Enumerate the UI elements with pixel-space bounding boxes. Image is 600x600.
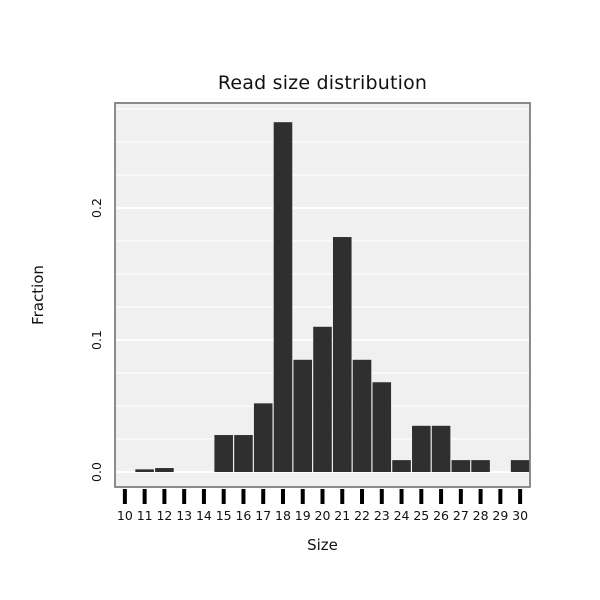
x-tick-label: 28: [473, 508, 489, 523]
bar-size-27: [451, 460, 471, 472]
panel-border: [114, 102, 531, 488]
x-tick-label: 17: [255, 508, 271, 523]
x-tick-label: 13: [176, 508, 192, 523]
x-tick-label: 21: [334, 508, 350, 523]
x-tick-label: 30: [512, 508, 528, 523]
bar-size-18: [273, 122, 293, 472]
bar-size-25: [412, 425, 431, 472]
bar-size-21: [332, 237, 352, 472]
bar-size-23: [372, 382, 392, 472]
x-tick-label: 26: [433, 508, 449, 523]
bar-size-26: [431, 425, 451, 472]
chart-title: Read size distribution: [217, 72, 428, 94]
bar-size-17: [253, 403, 273, 472]
y-tick-label: 0.2: [89, 198, 104, 218]
bar-size-30: [510, 460, 530, 472]
x-tick-label: 16: [235, 508, 251, 523]
x-tick-label: 22: [354, 508, 370, 523]
x-tick-label: 25: [413, 508, 429, 523]
y-tick-label: 0.1: [89, 330, 104, 350]
bar-size-16: [234, 435, 253, 472]
bar-size-28: [471, 460, 490, 472]
y-tick-label: 0.0: [89, 462, 104, 482]
x-tick-label: 19: [295, 508, 311, 523]
x-tick-label: 10: [117, 508, 133, 523]
x-tick-label: 15: [216, 508, 232, 523]
x-tick-label: 29: [492, 508, 508, 523]
x-tick-label: 23: [374, 508, 390, 523]
x-tick-label: 20: [315, 508, 331, 523]
x-tick-label: 11: [137, 508, 153, 523]
x-tick-label: 24: [394, 508, 410, 523]
x-axis-title: Size: [307, 536, 338, 554]
x-tick-label: 18: [275, 508, 291, 523]
bar-size-15: [214, 435, 233, 472]
x-tick-label: 14: [196, 508, 212, 523]
x-tick-label: 12: [156, 508, 172, 523]
bar-size-12: [155, 468, 174, 472]
bar-size-20: [313, 326, 332, 472]
bar-size-19: [293, 359, 313, 472]
bar-size-11: [135, 469, 154, 472]
bar-size-22: [352, 359, 372, 472]
x-tick-label: 27: [453, 508, 469, 523]
bar-size-24: [392, 460, 411, 472]
